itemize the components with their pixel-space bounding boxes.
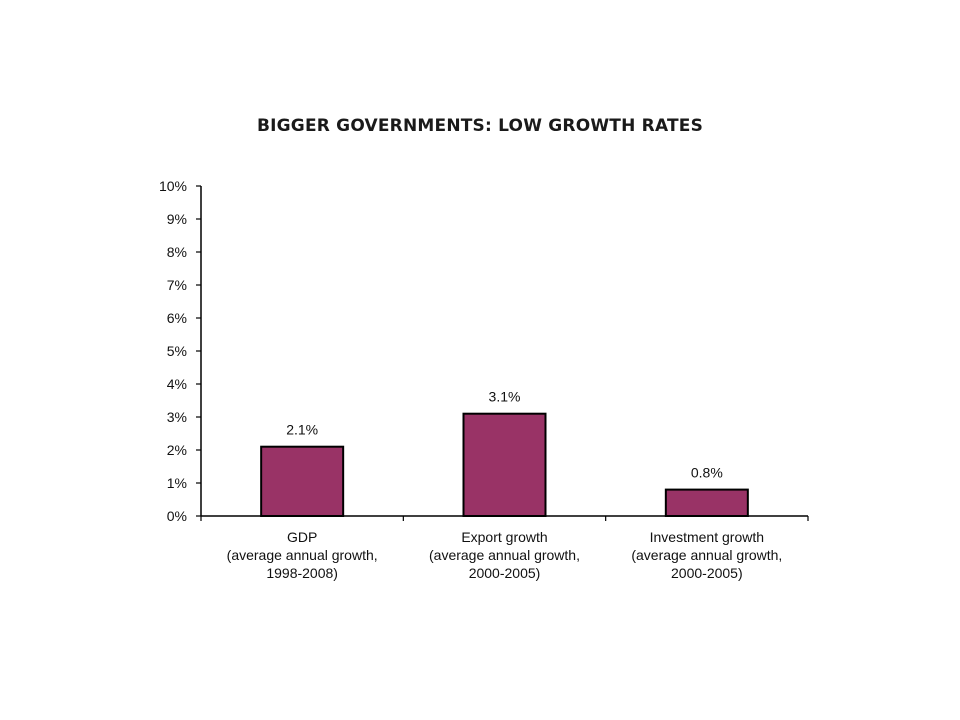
y-tick-label: 10% — [159, 178, 187, 194]
x-category-label: 1998-2008) — [266, 565, 338, 581]
y-tick-label: 1% — [167, 475, 187, 491]
x-category-label: Investment growth — [650, 529, 764, 545]
x-category-label: (average annual growth, — [227, 547, 378, 563]
y-tick-label: 8% — [167, 244, 187, 260]
chart-title: BIGGER GOVERNMENTS: LOW GROWTH RATES — [256, 116, 704, 136]
x-category-label: (average annual growth, — [429, 547, 580, 563]
x-category-label: (average annual growth, — [631, 547, 782, 563]
y-tick-label: 3% — [167, 409, 187, 425]
data-label: 2.1% — [286, 422, 318, 438]
x-axis: GDP (average annual growth, 1998-2008) Expo… — [200, 515, 809, 581]
y-tick-label: 0% — [167, 508, 187, 524]
y-tick-label: 6% — [167, 310, 187, 326]
y-tick-label: 4% — [167, 376, 187, 392]
bar — [462, 412, 547, 518]
y-tick-label: 2% — [167, 442, 187, 458]
bar — [260, 445, 345, 518]
bars: 2.1% 3.1% 0.8% — [260, 389, 749, 518]
x-category-label: 2000-2005) — [671, 565, 743, 581]
y-tick-label: 5% — [167, 343, 187, 359]
x-category-label: 2000-2005) — [469, 565, 541, 581]
y-axis: 0% 1% 2% 3% 4% 5% 6% 7% 8% 9% 10% — [159, 178, 202, 524]
y-tick-label: 9% — [167, 211, 187, 227]
data-label: 0.8% — [691, 465, 723, 481]
x-category-label: GDP — [287, 529, 317, 545]
data-label: 3.1% — [489, 389, 521, 405]
y-tick-label: 7% — [167, 277, 187, 293]
bar — [664, 488, 749, 518]
x-category-label: Export growth — [461, 529, 547, 545]
